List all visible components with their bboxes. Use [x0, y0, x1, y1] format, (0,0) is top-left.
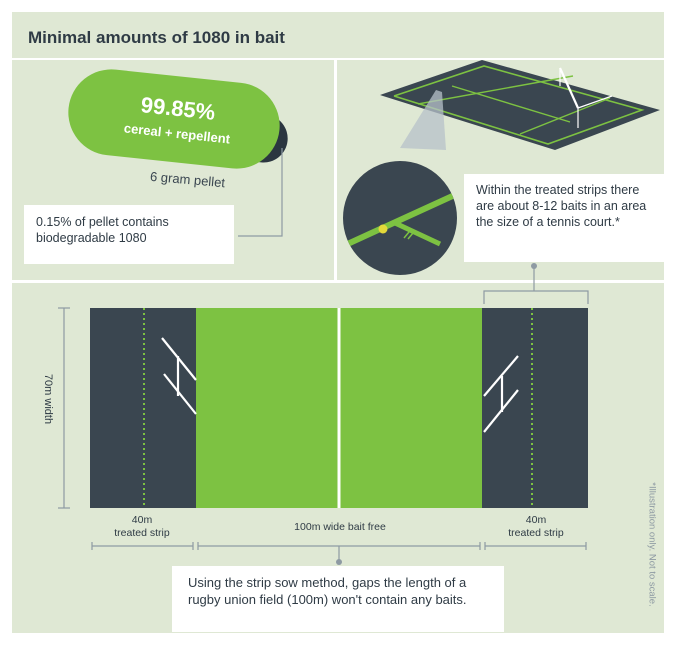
right-goal-posts-icon	[483, 355, 519, 433]
tennis-court-icon	[380, 60, 660, 150]
page-title: Minimal amounts of 1080 in bait	[28, 28, 285, 47]
header-panel	[12, 12, 664, 58]
bait-field	[90, 308, 588, 508]
pellet-callout: 0.15% of pellet contains biodegradable 1…	[24, 205, 234, 264]
height-dimension-line	[58, 307, 70, 509]
pellet-connector-line	[238, 148, 283, 237]
disclaimer-text: *Illustration only. Not to scale.	[646, 482, 658, 607]
right-strip-size: 40m	[525, 514, 547, 526]
right-strip-label: treated strip	[508, 527, 564, 539]
left-strip-label: treated strip	[114, 527, 170, 539]
right-treated-strip	[482, 308, 588, 508]
width-dimension-lines	[91, 542, 587, 562]
tennis-callout: Within the treated strips there are abou…	[464, 174, 664, 262]
treated-strip-bracket	[483, 290, 589, 304]
zoom-circle-icon	[341, 159, 459, 277]
field-width-label: 70m width	[42, 373, 54, 425]
zoom-wedge	[400, 90, 446, 150]
pellet-icon	[68, 69, 288, 169]
field-callout: Using the strip sow method, gaps the len…	[172, 566, 504, 632]
left-strip-size: 40m	[131, 514, 153, 526]
bait-free-label: 100m wide bait free	[294, 521, 386, 533]
left-goal-posts-icon	[161, 337, 197, 415]
